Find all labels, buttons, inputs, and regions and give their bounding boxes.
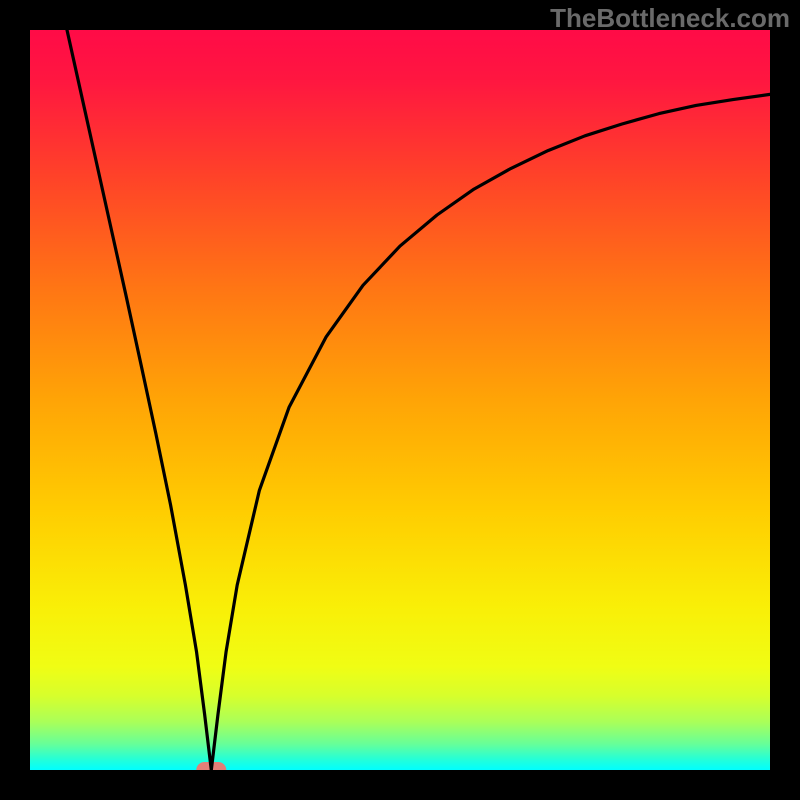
chart-frame: TheBottleneck.com xyxy=(0,0,800,800)
attribution-watermark: TheBottleneck.com xyxy=(550,3,790,34)
plot-area xyxy=(30,30,770,770)
bottleneck-curve-chart xyxy=(30,30,770,770)
gradient-background xyxy=(30,30,770,770)
